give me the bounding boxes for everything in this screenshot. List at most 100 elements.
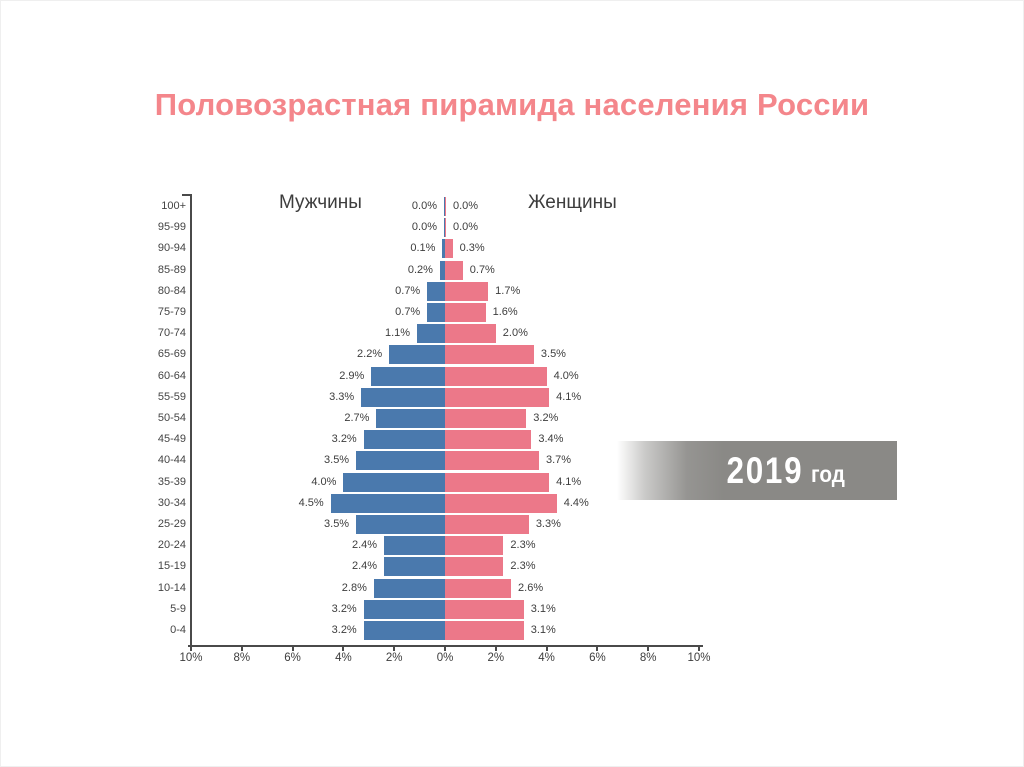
male-value-label: 2.9% (339, 369, 365, 382)
x-axis-tick (698, 646, 700, 651)
x-axis-tick-label: 6% (284, 652, 301, 664)
x-axis-tick-label: 4% (335, 652, 352, 664)
female-bar (445, 260, 463, 280)
male-bar (371, 366, 445, 386)
age-group-label: 55-59 (157, 390, 186, 403)
male-value-label: 0.0% (411, 221, 437, 234)
male-bar (427, 281, 445, 301)
year-badge-unit: год (811, 460, 846, 487)
x-axis-tick-label: 8% (639, 652, 657, 664)
age-group-label: 15-19 (157, 560, 186, 573)
age-group-label: 45-49 (157, 433, 186, 446)
female-value-label: 4.1% (556, 475, 582, 488)
male-value-label: 2.2% (357, 348, 383, 361)
female-bar (445, 197, 446, 216)
male-value-label: 0.7% (395, 284, 421, 297)
female-bar (445, 324, 496, 344)
female-value-label: 0.7% (469, 263, 495, 276)
female-value-label: 1.6% (492, 306, 518, 318)
male-bar (373, 578, 445, 598)
female-value-label: 2.3% (510, 539, 536, 552)
age-group-label: 85-89 (157, 263, 186, 276)
male-bar (389, 345, 445, 365)
x-axis-tick (647, 646, 650, 651)
female-bar (445, 409, 527, 428)
x-axis-tick (444, 646, 446, 651)
age-group-label: 20-24 (157, 539, 186, 552)
female-value-label: 3.1% (530, 602, 556, 615)
female-value-label: 1.7% (495, 284, 521, 297)
female-value-label: 4.1% (556, 390, 582, 403)
age-group-label: 10-14 (157, 581, 186, 594)
x-axis-tick (342, 646, 345, 651)
female-bar (445, 557, 504, 577)
age-group-label: 75-79 (157, 306, 186, 318)
female-value-label: 2.0% (502, 327, 528, 340)
age-group-label: 30-34 (157, 496, 186, 509)
male-bar (384, 536, 445, 556)
x-axis-tick (494, 646, 497, 651)
male-value-label: 2.8% (341, 581, 367, 594)
male-bar (330, 493, 445, 513)
male-bar (384, 557, 445, 577)
x-axis-tick-label: 10% (687, 652, 711, 664)
female-bar (445, 430, 532, 450)
male-series-label: Мужчины (279, 192, 362, 213)
age-group-label: 25-29 (157, 518, 186, 530)
male-value-label: 3.5% (324, 454, 350, 467)
y-axis-cap (182, 194, 192, 196)
x-axis-tick-label: 2% (385, 652, 403, 664)
age-group-label: 70-74 (157, 327, 186, 340)
female-series-label: Женщины (528, 192, 617, 213)
female-value-label: 2.6% (518, 581, 544, 594)
male-value-label: 3.3% (329, 390, 355, 403)
age-group-label: 95-99 (157, 221, 186, 234)
x-axis-tick (240, 646, 243, 651)
female-bar (445, 239, 453, 259)
female-value-label: 3.5% (540, 348, 566, 361)
female-value-label: 3.7% (545, 454, 572, 467)
male-value-label: 4.0% (311, 475, 337, 488)
male-bar (363, 599, 445, 619)
female-bar (445, 472, 550, 492)
male-value-label: 4.5% (298, 496, 324, 509)
female-bar (445, 366, 547, 386)
female-bar (445, 303, 486, 322)
age-group-label: 60-64 (157, 369, 186, 382)
age-group-label: 35-39 (157, 475, 186, 488)
age-group-label: 100+ (161, 200, 186, 212)
male-value-label: 3.2% (331, 433, 357, 446)
x-axis-tick-label: 2% (487, 652, 505, 664)
male-value-label: 0.2% (407, 263, 433, 276)
male-bar (417, 324, 445, 344)
male-bar (356, 515, 445, 534)
male-value-label: 0.7% (395, 306, 421, 318)
age-group-label: 90-94 (157, 242, 186, 255)
male-bar (427, 303, 445, 322)
x-axis-tick-label: 4% (538, 652, 555, 664)
male-bar (363, 430, 445, 450)
female-value-label: 2.3% (510, 560, 536, 573)
age-group-label: 80-84 (157, 284, 186, 297)
male-value-label: 2.4% (351, 539, 378, 552)
year-badge: 2019 год (617, 441, 897, 500)
female-bar (445, 218, 446, 238)
age-group-label: 40-44 (157, 454, 186, 467)
x-axis-tick (190, 646, 192, 651)
male-bar (363, 621, 445, 640)
male-bar (343, 472, 445, 492)
female-value-label: 0.0% (453, 200, 479, 212)
female-value-label: 3.2% (533, 412, 559, 424)
age-group-label: 50-54 (157, 412, 186, 424)
male-bar (439, 260, 445, 280)
male-value-label: 3.2% (331, 602, 357, 615)
x-axis-tick (545, 646, 548, 651)
age-group-label: 65-69 (157, 348, 186, 361)
male-bar (442, 239, 445, 259)
male-value-label: 3.2% (331, 624, 357, 636)
x-axis-tick-label: 0% (436, 652, 454, 664)
male-value-label: 2.4% (351, 560, 378, 573)
female-bar (445, 281, 489, 301)
male-value-label: 2.7% (344, 412, 370, 424)
